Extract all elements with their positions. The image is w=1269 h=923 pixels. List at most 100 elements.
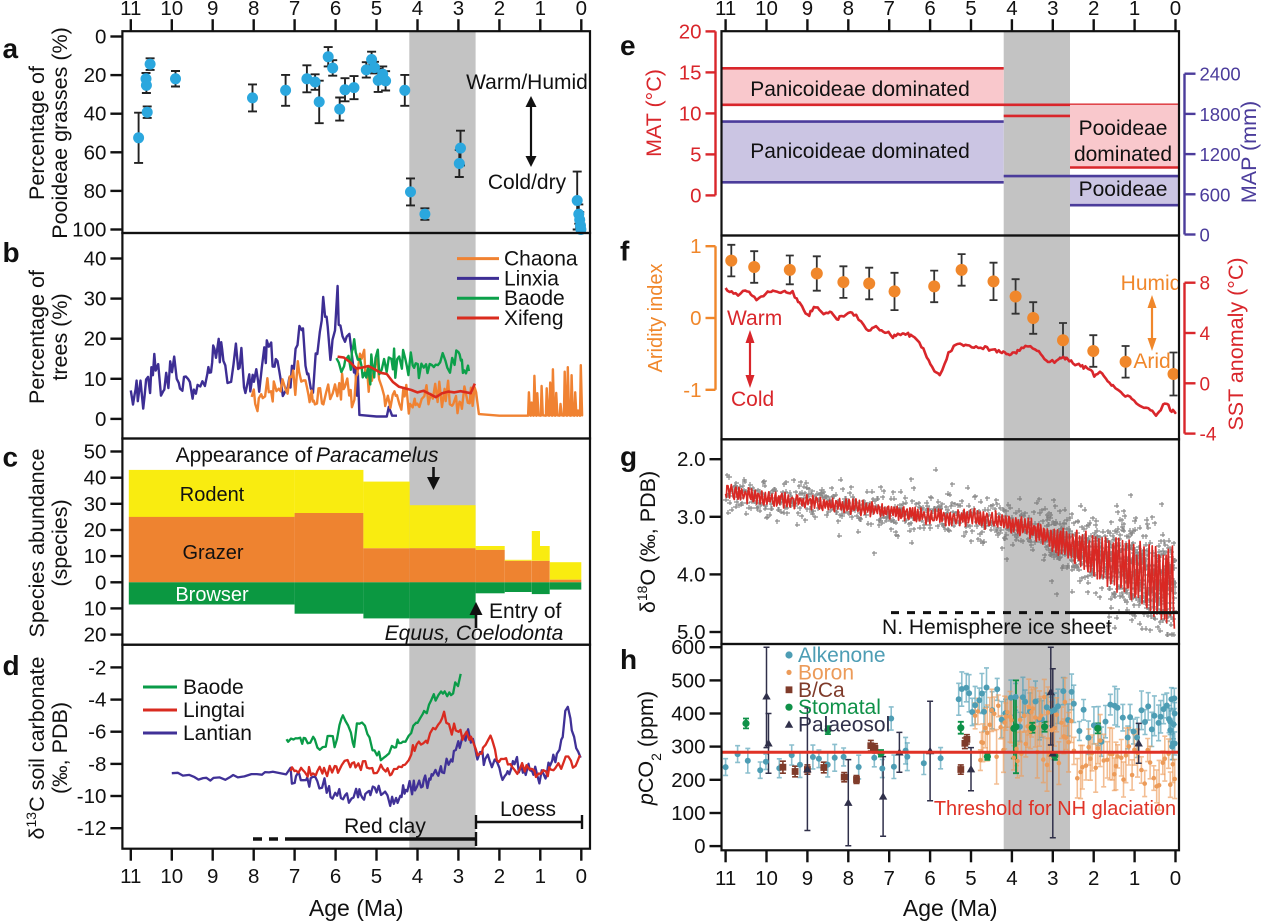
svg-text:0: 0 [1200, 225, 1210, 246]
svg-text:trees (%): trees (%) [48, 293, 72, 380]
svg-text:g: g [620, 441, 637, 472]
svg-text:-12: -12 [77, 817, 107, 840]
svg-text:30: 30 [84, 288, 107, 311]
svg-text:20: 20 [84, 519, 107, 542]
svg-text:0: 0 [690, 184, 701, 207]
svg-text:Pooideae: Pooideae [1079, 117, 1168, 140]
svg-text:600: 600 [671, 636, 705, 659]
svg-text:5: 5 [965, 0, 976, 20]
svg-text:10: 10 [755, 867, 778, 890]
svg-text:Panicoideae dominated: Panicoideae dominated [750, 78, 970, 101]
svg-text:Appearance of: Appearance of [176, 444, 318, 467]
svg-text:50: 50 [84, 441, 107, 464]
svg-text:7: 7 [883, 867, 894, 890]
svg-text:9: 9 [207, 0, 218, 20]
svg-text:6: 6 [330, 865, 341, 888]
svg-text:1200: 1200 [1200, 144, 1241, 165]
svg-text:-2: -2 [88, 656, 106, 679]
svg-text:Palaeosol: Palaeosol [798, 714, 890, 737]
svg-text:9: 9 [802, 867, 813, 890]
svg-text:100: 100 [671, 802, 705, 825]
svg-text:-4: -4 [88, 689, 106, 712]
svg-text:1: 1 [535, 865, 546, 888]
svg-text:15: 15 [679, 61, 702, 84]
svg-text:7: 7 [883, 0, 894, 20]
svg-text:Rodent: Rodent [180, 484, 245, 506]
svg-text:Species abundance: Species abundance [25, 449, 49, 638]
svg-text:Lingtai: Lingtai [183, 699, 245, 722]
svg-text:Grazer: Grazer [182, 542, 243, 564]
svg-text:500: 500 [671, 669, 705, 692]
svg-text:5.0: 5.0 [677, 621, 706, 644]
svg-text:1: 1 [1129, 0, 1140, 20]
svg-text:8: 8 [248, 0, 259, 20]
svg-text:2: 2 [494, 0, 505, 20]
svg-text:Age (Ma): Age (Ma) [309, 895, 404, 921]
svg-text:0: 0 [95, 26, 106, 49]
svg-text:9: 9 [802, 0, 813, 20]
svg-text:5: 5 [371, 865, 382, 888]
svg-text:0: 0 [95, 408, 106, 431]
svg-text:1: 1 [535, 0, 546, 20]
svg-text:Percentage of: Percentage of [25, 66, 49, 200]
svg-text:10: 10 [84, 368, 107, 391]
svg-text:e: e [620, 30, 636, 61]
svg-text:-4: -4 [1200, 425, 1217, 446]
svg-text:8: 8 [843, 0, 854, 20]
svg-text:6: 6 [924, 0, 935, 20]
svg-text:6: 6 [330, 0, 341, 20]
svg-text:Baode: Baode [183, 676, 244, 699]
svg-text:10: 10 [755, 0, 778, 20]
svg-text:h: h [620, 644, 637, 675]
svg-text:8: 8 [248, 865, 259, 888]
svg-text:N. Hemisphere ice sheet: N. Hemisphere ice sheet [882, 616, 1112, 639]
svg-text:SST anomaly (°C): SST anomaly (°C) [1224, 257, 1248, 430]
svg-text:10: 10 [160, 865, 183, 888]
svg-text:3: 3 [1047, 867, 1058, 890]
svg-text:-10: -10 [77, 785, 107, 808]
svg-text:Paracamelus: Paracamelus [316, 444, 439, 467]
svg-text:Loess: Loess [500, 798, 556, 821]
svg-text:11: 11 [120, 865, 141, 888]
svg-text:Pooideae grasses (%): Pooideae grasses (%) [48, 27, 72, 239]
svg-text:0: 0 [576, 865, 587, 888]
svg-text:(species): (species) [48, 499, 72, 586]
svg-text:-8: -8 [88, 753, 106, 776]
svg-text:3.0: 3.0 [677, 506, 706, 529]
svg-text:2: 2 [1088, 0, 1099, 20]
svg-text:9: 9 [207, 865, 218, 888]
svg-text:7: 7 [289, 865, 300, 888]
svg-text:2: 2 [1088, 867, 1099, 890]
svg-text:10: 10 [679, 102, 702, 125]
svg-text:Stomatal: Stomatal [798, 696, 881, 719]
svg-text:c: c [3, 442, 19, 473]
svg-text:Cold: Cold [731, 388, 774, 411]
svg-text:b: b [3, 237, 20, 268]
svg-text:4: 4 [412, 0, 423, 20]
svg-text:200: 200 [671, 769, 705, 792]
svg-text:20: 20 [84, 64, 107, 87]
svg-text:80: 80 [84, 180, 107, 203]
svg-text:11: 11 [120, 0, 141, 20]
svg-text:dominated: dominated [1074, 143, 1172, 166]
svg-text:7: 7 [289, 0, 300, 20]
svg-text:δ13C soil carbonate: δ13C soil carbonate [23, 657, 49, 840]
svg-text:10: 10 [160, 0, 183, 20]
svg-text:10: 10 [84, 597, 107, 620]
svg-text:0: 0 [694, 835, 705, 858]
svg-text:3: 3 [453, 0, 464, 20]
svg-text:f: f [620, 236, 630, 267]
svg-text:11: 11 [715, 867, 736, 890]
svg-text:3: 3 [1047, 0, 1058, 20]
svg-text:40: 40 [84, 467, 107, 490]
svg-text:Browser: Browser [175, 584, 249, 606]
svg-text:MAP (mm): MAP (mm) [1237, 101, 1261, 203]
svg-text:0: 0 [576, 0, 587, 20]
svg-text:1: 1 [690, 235, 701, 258]
svg-text:Warm/Humid: Warm/Humid [466, 71, 588, 94]
svg-text:d: d [3, 650, 20, 681]
svg-text:Pooideae: Pooideae [1079, 178, 1168, 201]
svg-text:MAT (°C): MAT (°C) [642, 69, 666, 157]
svg-text:100: 100 [72, 219, 106, 242]
svg-text:0: 0 [95, 571, 106, 594]
